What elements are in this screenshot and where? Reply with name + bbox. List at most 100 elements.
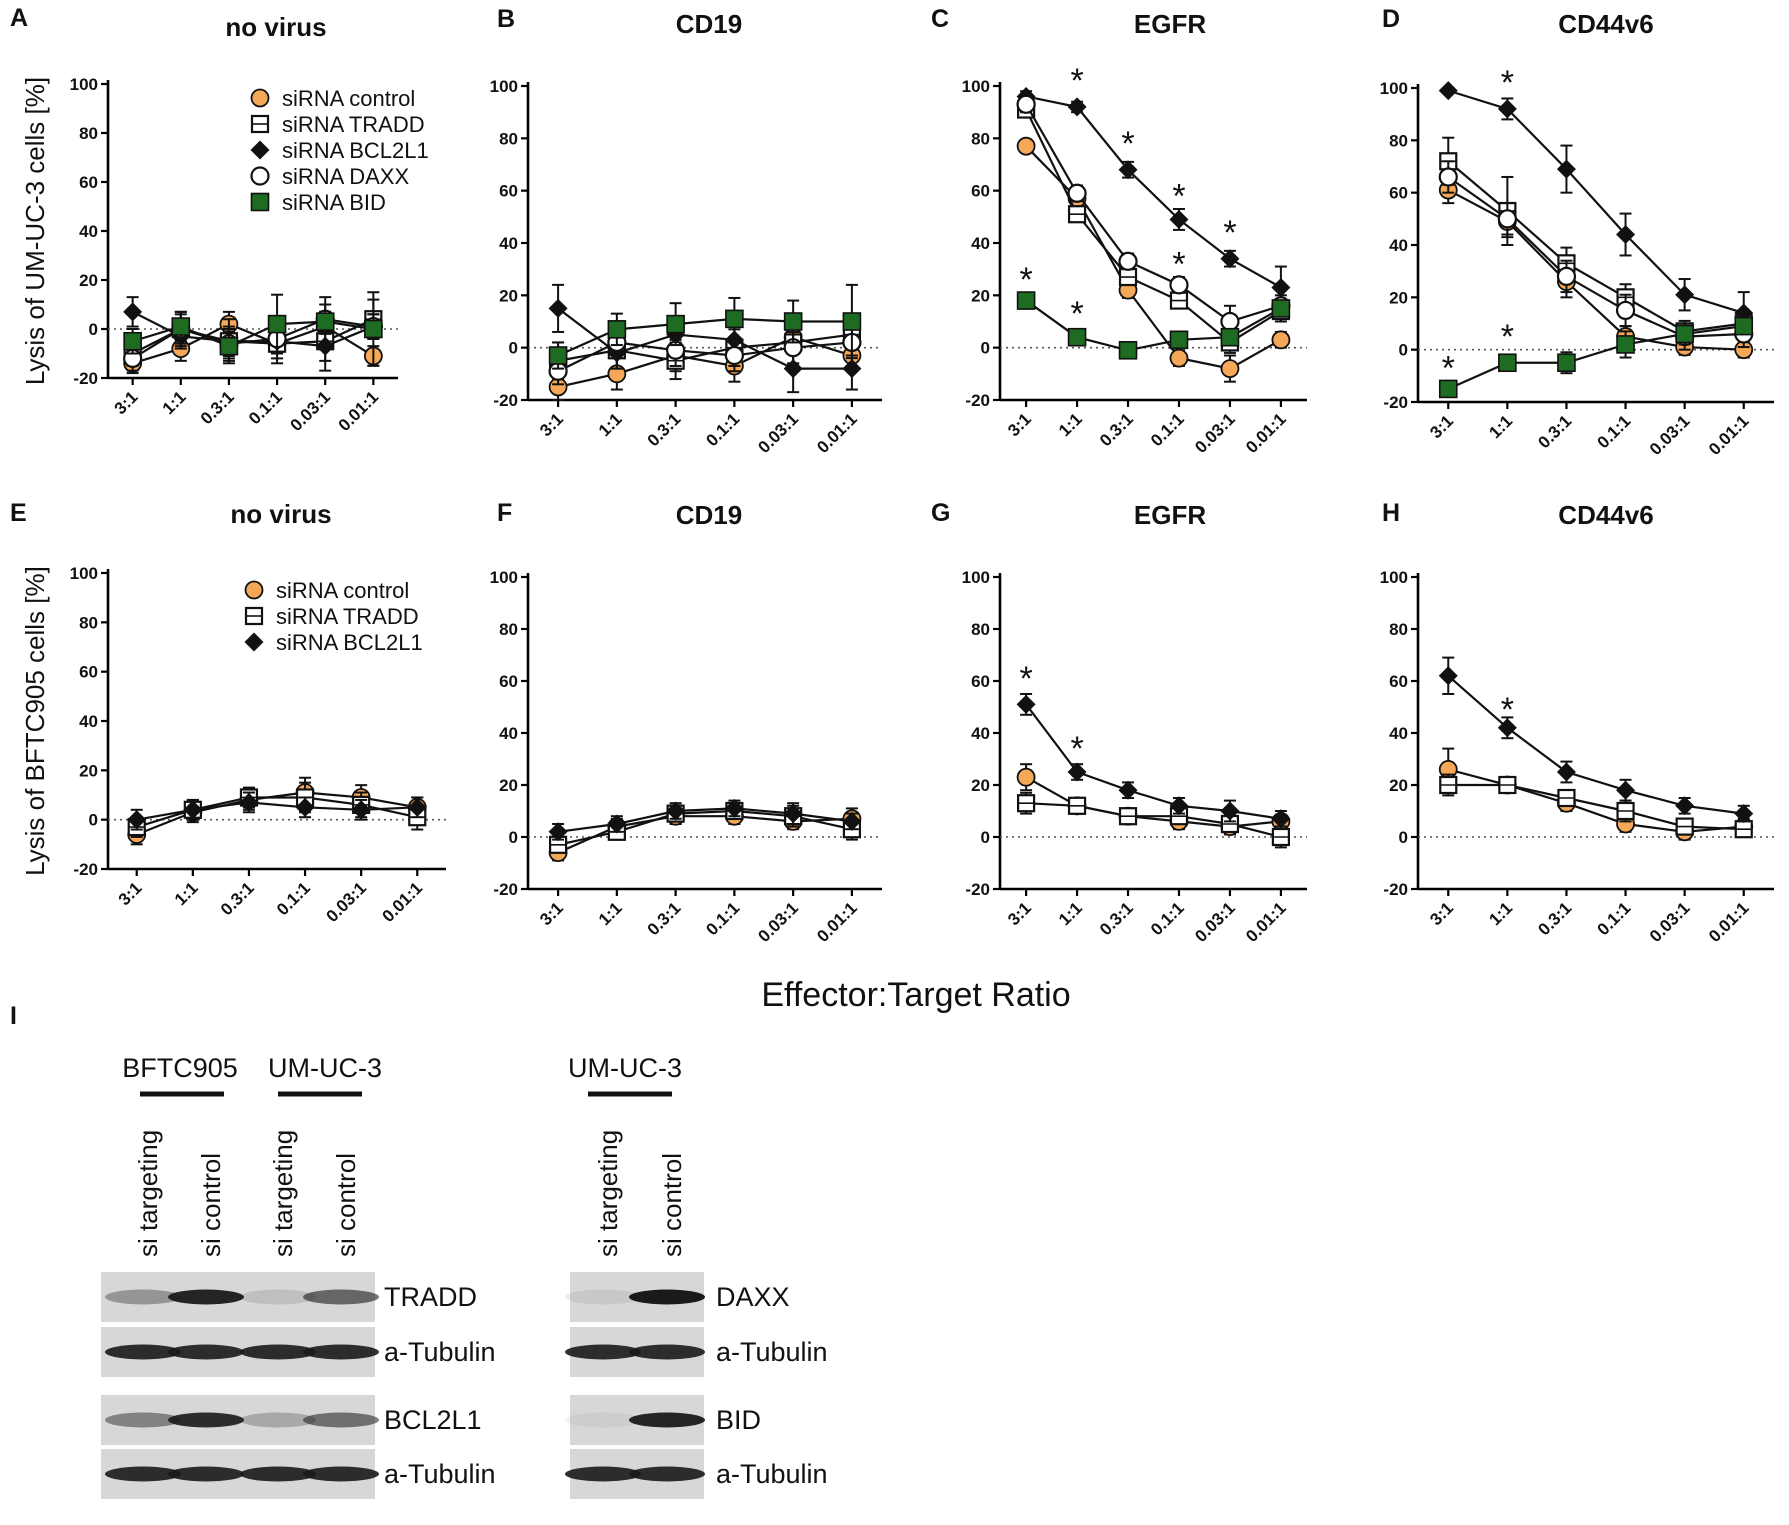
y-tick-label: -20 [1383,393,1408,412]
y-tick-label: 60 [499,182,518,201]
chart-panel-H: H CD44v6 -20 0 20 40 60 80 100 3:1 1:1 0.3:1 0.1:1 0.… [1380,499,1774,946]
data-point [1556,159,1576,179]
protein-band [105,1466,181,1482]
y-axis-title: Lysis of BFTC905 cells [%] [20,566,50,876]
data-point [1067,762,1087,782]
y-tick-label: 100 [962,77,990,96]
data-point [351,800,371,820]
x-tick-label: 1:1 [171,878,202,909]
data-point [1734,316,1754,336]
data-point [1118,780,1138,800]
y-tick-label: -20 [493,391,518,410]
data-point [842,811,862,831]
data-point [1169,291,1189,310]
y-tick-label: 20 [971,776,990,795]
y-tick-label: 40 [1389,724,1408,743]
x-tick-label: 0.1:1 [273,878,314,919]
data-point [1016,767,1036,787]
data-point [1271,809,1291,829]
data-point [1615,300,1636,321]
y-tick-label: 0 [1399,341,1408,360]
panel-title-C: EGFR [1134,9,1206,39]
legend-marker [244,580,264,600]
y-tick-label: 0 [509,339,518,358]
cell-line-label: UM-UC-3 [568,1053,682,1083]
protein-label: BCL2L1 [384,1405,482,1435]
y-tick-label: -20 [965,880,990,899]
x-tick-label: 0.03:1 [322,878,370,926]
data-point [1067,327,1087,347]
series-line [1025,95,1282,289]
y-tick-label: 80 [971,620,990,639]
y-tick-label: 20 [79,761,98,780]
series-sirna-bcl2l1 [1438,81,1754,335]
panel-letter-D: D [1382,5,1400,33]
x-tick-label: 3:1 [111,387,142,418]
y-tick-label: 100 [490,568,518,587]
y-tick-label: 60 [971,672,990,691]
series-line [1447,89,1745,315]
protein-band [240,1344,316,1360]
x-tick-label: 0.3:1 [1096,409,1137,450]
panel-letter-F: F [497,499,512,527]
protein-band [168,1289,244,1305]
data-point [1438,167,1458,187]
protein-label: TRADD [384,1282,477,1312]
western-blot-panel: I BFTC905 UM-UC-3 si targeting si control si … [10,1002,828,1499]
protein-band [629,1344,705,1360]
legend-label: siRNA BCL2L1 [276,630,423,655]
data-point [1675,324,1694,344]
blot-row-bcl2l1: BCL2L1 [101,1395,482,1445]
y-tick-label: -20 [73,369,98,388]
y-tick-label: 0 [981,339,990,358]
chart-panel-C: C EGFR -20 0 20 40 60 80 100 3:1 1:1 0.3:1 0.1:1 0.03… [931,5,1307,457]
data-point [666,314,685,334]
data-point [407,797,427,817]
protein-band [168,1466,244,1482]
protein-band [105,1412,181,1428]
significance-star: * [1501,64,1514,102]
series-sirna-bid [548,283,862,370]
series-line [557,809,853,846]
x-tick-label: 3:1 [1004,898,1035,929]
protein-label: a-Tubulin [384,1337,496,1367]
protein-band [303,1289,379,1305]
data-point [1169,275,1189,295]
y-tick-label: -20 [493,880,518,899]
x-tick-label: 1:1 [1055,898,1086,929]
lane-label: si control [657,1153,687,1257]
legend-marker [250,140,270,160]
y-tick-label: -20 [965,391,990,410]
y-tick-label: 60 [499,672,518,691]
blot-set: UM-UC-3 si targeting si control DAXX a-Tubul… [565,1053,828,1499]
series-line [1448,783,1744,831]
blot-row-a-tubulin: a-Tubulin [101,1327,496,1377]
lane-label: si control [331,1153,361,1257]
protein-band [105,1289,181,1305]
data-point [1220,311,1240,332]
x-tick-label: 0.3:1 [1534,411,1575,452]
series-line [1025,776,1282,828]
common-x-axis-title: Effector:Target Ratio [761,976,1070,1014]
x-tick-label: 0.3:1 [644,898,685,939]
x-tick-label: 3:1 [115,878,146,909]
y-tick-label: 0 [1399,828,1408,847]
data-point [123,302,143,322]
protein-label: DAXX [716,1282,790,1312]
data-point [1556,266,1577,286]
data-point [1438,81,1458,101]
data-point [1016,694,1036,714]
series-sirna-tradd [1439,773,1753,839]
data-point [1734,804,1754,824]
panel-title-F: CD19 [676,500,742,530]
y-tick-label: 100 [490,77,518,96]
data-point [1438,379,1458,399]
data-point [127,810,147,830]
data-point [1220,327,1240,347]
protein-band [565,1344,641,1360]
y-tick-label: 80 [971,129,990,148]
legend-label: siRNA TRADD [276,604,419,629]
y-tick-label: 80 [79,613,98,632]
series-sirna-daxx [1016,94,1291,339]
